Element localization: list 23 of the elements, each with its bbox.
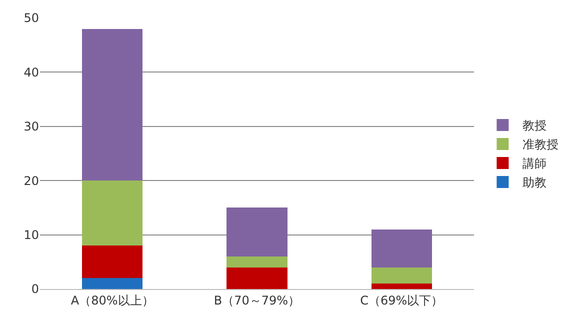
x-tick-label: B（70～79%）: [214, 293, 300, 308]
bar: [82, 278, 143, 289]
legend-label: 講師: [522, 156, 547, 171]
bar: [371, 267, 432, 284]
bar: [226, 208, 288, 256]
y-tick-label: 20: [24, 174, 39, 188]
y-tick-label: 10: [24, 228, 39, 242]
bar: [371, 229, 432, 268]
bar: [226, 256, 288, 268]
y-tick-label: 30: [24, 120, 39, 134]
y-tick-label: 0: [31, 282, 39, 296]
legend-label: 助教: [522, 176, 547, 190]
bar: [82, 180, 143, 246]
x-tick-label: A（80%以上）: [70, 293, 154, 308]
legend-label: 准教授: [522, 138, 559, 152]
bar: [82, 28, 143, 181]
y-tick-label: 40: [24, 65, 39, 80]
x-tick-label: C（69%以下）: [360, 293, 444, 308]
y-tick-label: 50: [24, 11, 39, 26]
legend-label: 教授: [522, 118, 547, 133]
bar: [371, 284, 432, 289]
bar: [226, 267, 288, 289]
bar: [82, 246, 143, 278]
